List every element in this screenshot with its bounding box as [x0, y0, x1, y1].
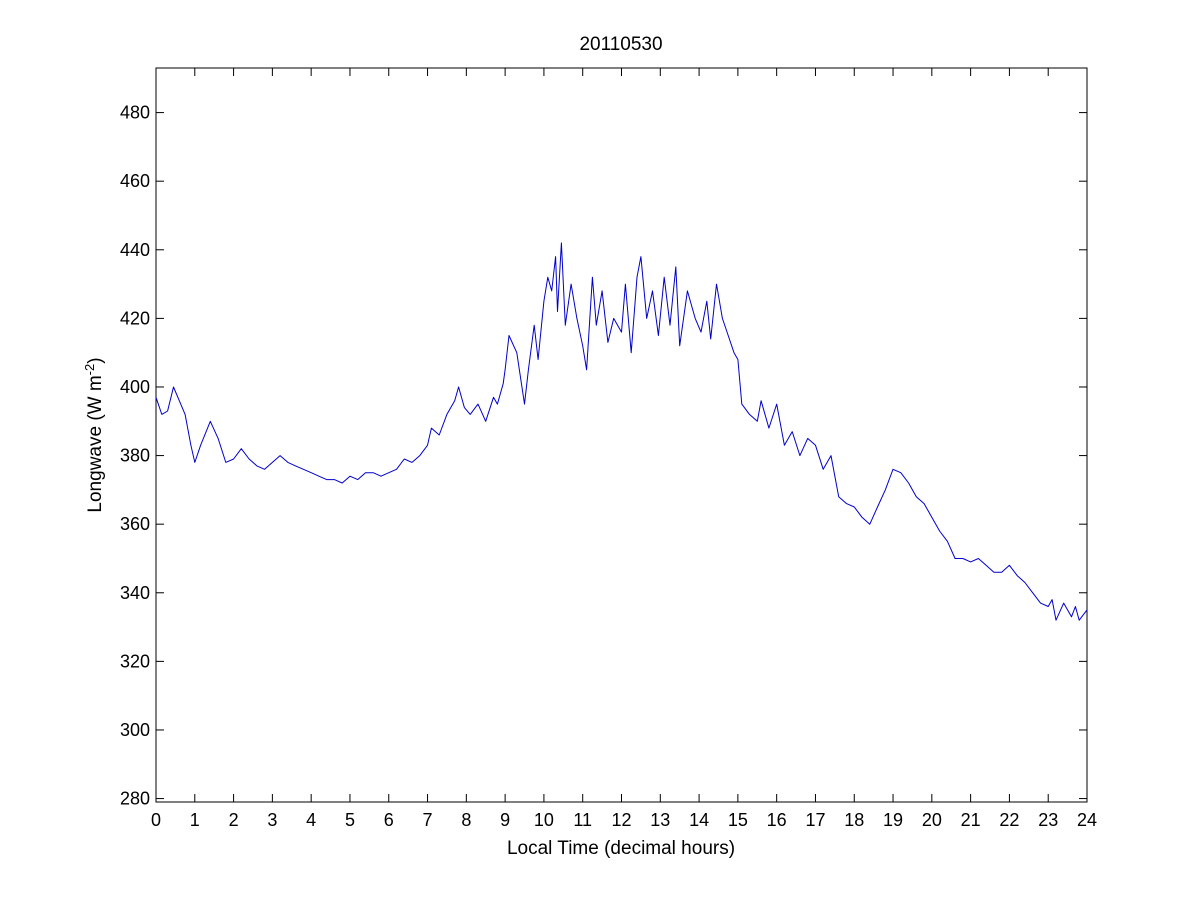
x-tick-label: 23: [1038, 810, 1058, 830]
x-tick-label: 8: [461, 810, 471, 830]
y-tick-label: 380: [120, 446, 150, 466]
x-tick-label: 11: [573, 810, 592, 830]
y-axis-label-prefix: Longwave (W m: [85, 375, 106, 512]
y-tick-label: 400: [120, 377, 150, 397]
y-tick-label: 420: [120, 308, 150, 328]
y-axis-label-superscript: -2: [82, 364, 97, 376]
x-tick-label: 20: [922, 810, 942, 830]
x-tick-label: 6: [384, 810, 394, 830]
plot-area: [155, 67, 1088, 803]
x-tick-label: 16: [767, 810, 787, 830]
x-tick-label: 2: [229, 810, 239, 830]
x-tick-label: 14: [689, 810, 709, 830]
x-tick-label: 3: [267, 810, 277, 830]
y-tick-label: 440: [120, 240, 150, 260]
y-tick-label: 280: [120, 789, 150, 809]
x-tick-label: 1: [190, 810, 200, 830]
x-tick-label: 19: [883, 810, 903, 830]
chart-title: 20110530: [579, 34, 662, 55]
ticks-layer: 0 1 2 3 4 5 6 7 8 9 10 11 12 13 14 15 16 17 18 19 20 21 22 23 24…: [120, 68, 1097, 830]
longwave-series-line: [155, 242, 1088, 621]
x-tick-label: 12: [611, 810, 631, 830]
x-tick-label: 18: [844, 810, 864, 830]
y-tick-label: 360: [120, 514, 150, 534]
y-axis-label-suffix: ): [85, 357, 106, 363]
x-tick-label: 0: [151, 810, 161, 830]
x-axis-label: Local Time (decimal hours): [507, 838, 735, 859]
x-tick-label: 22: [999, 810, 1019, 830]
x-tick-label: 13: [650, 810, 670, 830]
y-tick-label: 460: [120, 171, 150, 191]
x-tick-label: 9: [500, 810, 510, 830]
y-tick-label: 320: [120, 651, 150, 671]
y-axis-label: Longwave (W m-2): [82, 357, 107, 512]
y-tick-label: 300: [120, 720, 150, 740]
x-tick-label: 5: [345, 810, 355, 830]
y-tick-label: 340: [120, 583, 150, 603]
y-tick-label: 480: [120, 103, 150, 123]
x-tick-label: 17: [805, 810, 825, 830]
x-tick-label: 4: [306, 810, 316, 830]
x-tick-label: 10: [534, 810, 554, 830]
x-tick-label: 24: [1077, 810, 1097, 830]
x-tick-label: 21: [961, 810, 981, 830]
series-layer: [155, 242, 1088, 621]
x-tick-label: 15: [728, 810, 748, 830]
x-tick-label: 7: [423, 810, 433, 830]
